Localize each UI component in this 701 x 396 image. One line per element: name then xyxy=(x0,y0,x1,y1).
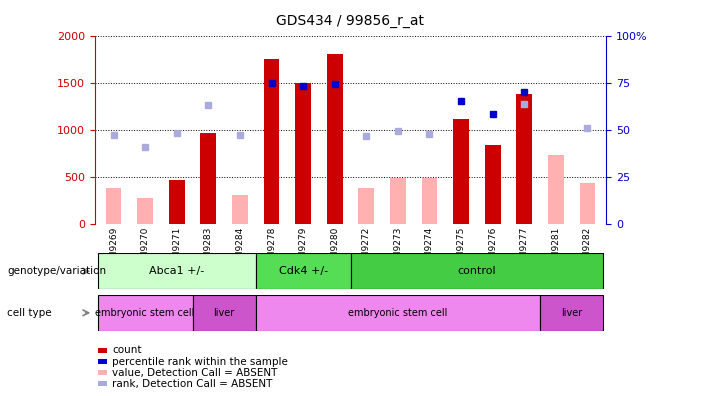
Bar xyxy=(193,295,256,331)
Text: liver: liver xyxy=(561,308,583,318)
Bar xyxy=(295,83,311,224)
Bar xyxy=(580,183,595,224)
Text: embryonic stem cell: embryonic stem cell xyxy=(348,308,447,318)
Text: embryonic stem cell: embryonic stem cell xyxy=(95,308,195,318)
Bar xyxy=(232,194,248,224)
Bar xyxy=(256,253,350,289)
Bar xyxy=(106,188,121,224)
Text: rank, Detection Call = ABSENT: rank, Detection Call = ABSENT xyxy=(112,379,273,389)
Bar xyxy=(358,188,374,224)
Bar xyxy=(390,178,406,224)
Text: liver: liver xyxy=(214,308,235,318)
Text: Abca1 +/-: Abca1 +/- xyxy=(149,266,205,276)
Bar xyxy=(350,253,603,289)
Bar xyxy=(540,295,603,331)
Bar xyxy=(98,295,193,331)
Bar xyxy=(169,181,184,224)
Bar xyxy=(517,94,532,224)
Text: count: count xyxy=(112,345,142,356)
Bar xyxy=(327,54,343,224)
Text: control: control xyxy=(458,266,496,276)
Bar xyxy=(137,198,153,224)
Text: value, Detection Call = ABSENT: value, Detection Call = ABSENT xyxy=(112,367,278,378)
Bar xyxy=(421,178,437,224)
Text: genotype/variation: genotype/variation xyxy=(7,266,106,276)
Text: cell type: cell type xyxy=(7,308,52,318)
Text: Cdk4 +/-: Cdk4 +/- xyxy=(278,266,327,276)
Bar xyxy=(485,145,501,224)
Bar xyxy=(200,133,216,224)
Bar xyxy=(98,253,256,289)
Text: percentile rank within the sample: percentile rank within the sample xyxy=(112,356,288,367)
Bar xyxy=(453,119,469,224)
Text: GDS434 / 99856_r_at: GDS434 / 99856_r_at xyxy=(276,14,425,28)
Bar xyxy=(264,59,280,224)
Bar xyxy=(548,155,564,224)
Bar xyxy=(256,295,540,331)
